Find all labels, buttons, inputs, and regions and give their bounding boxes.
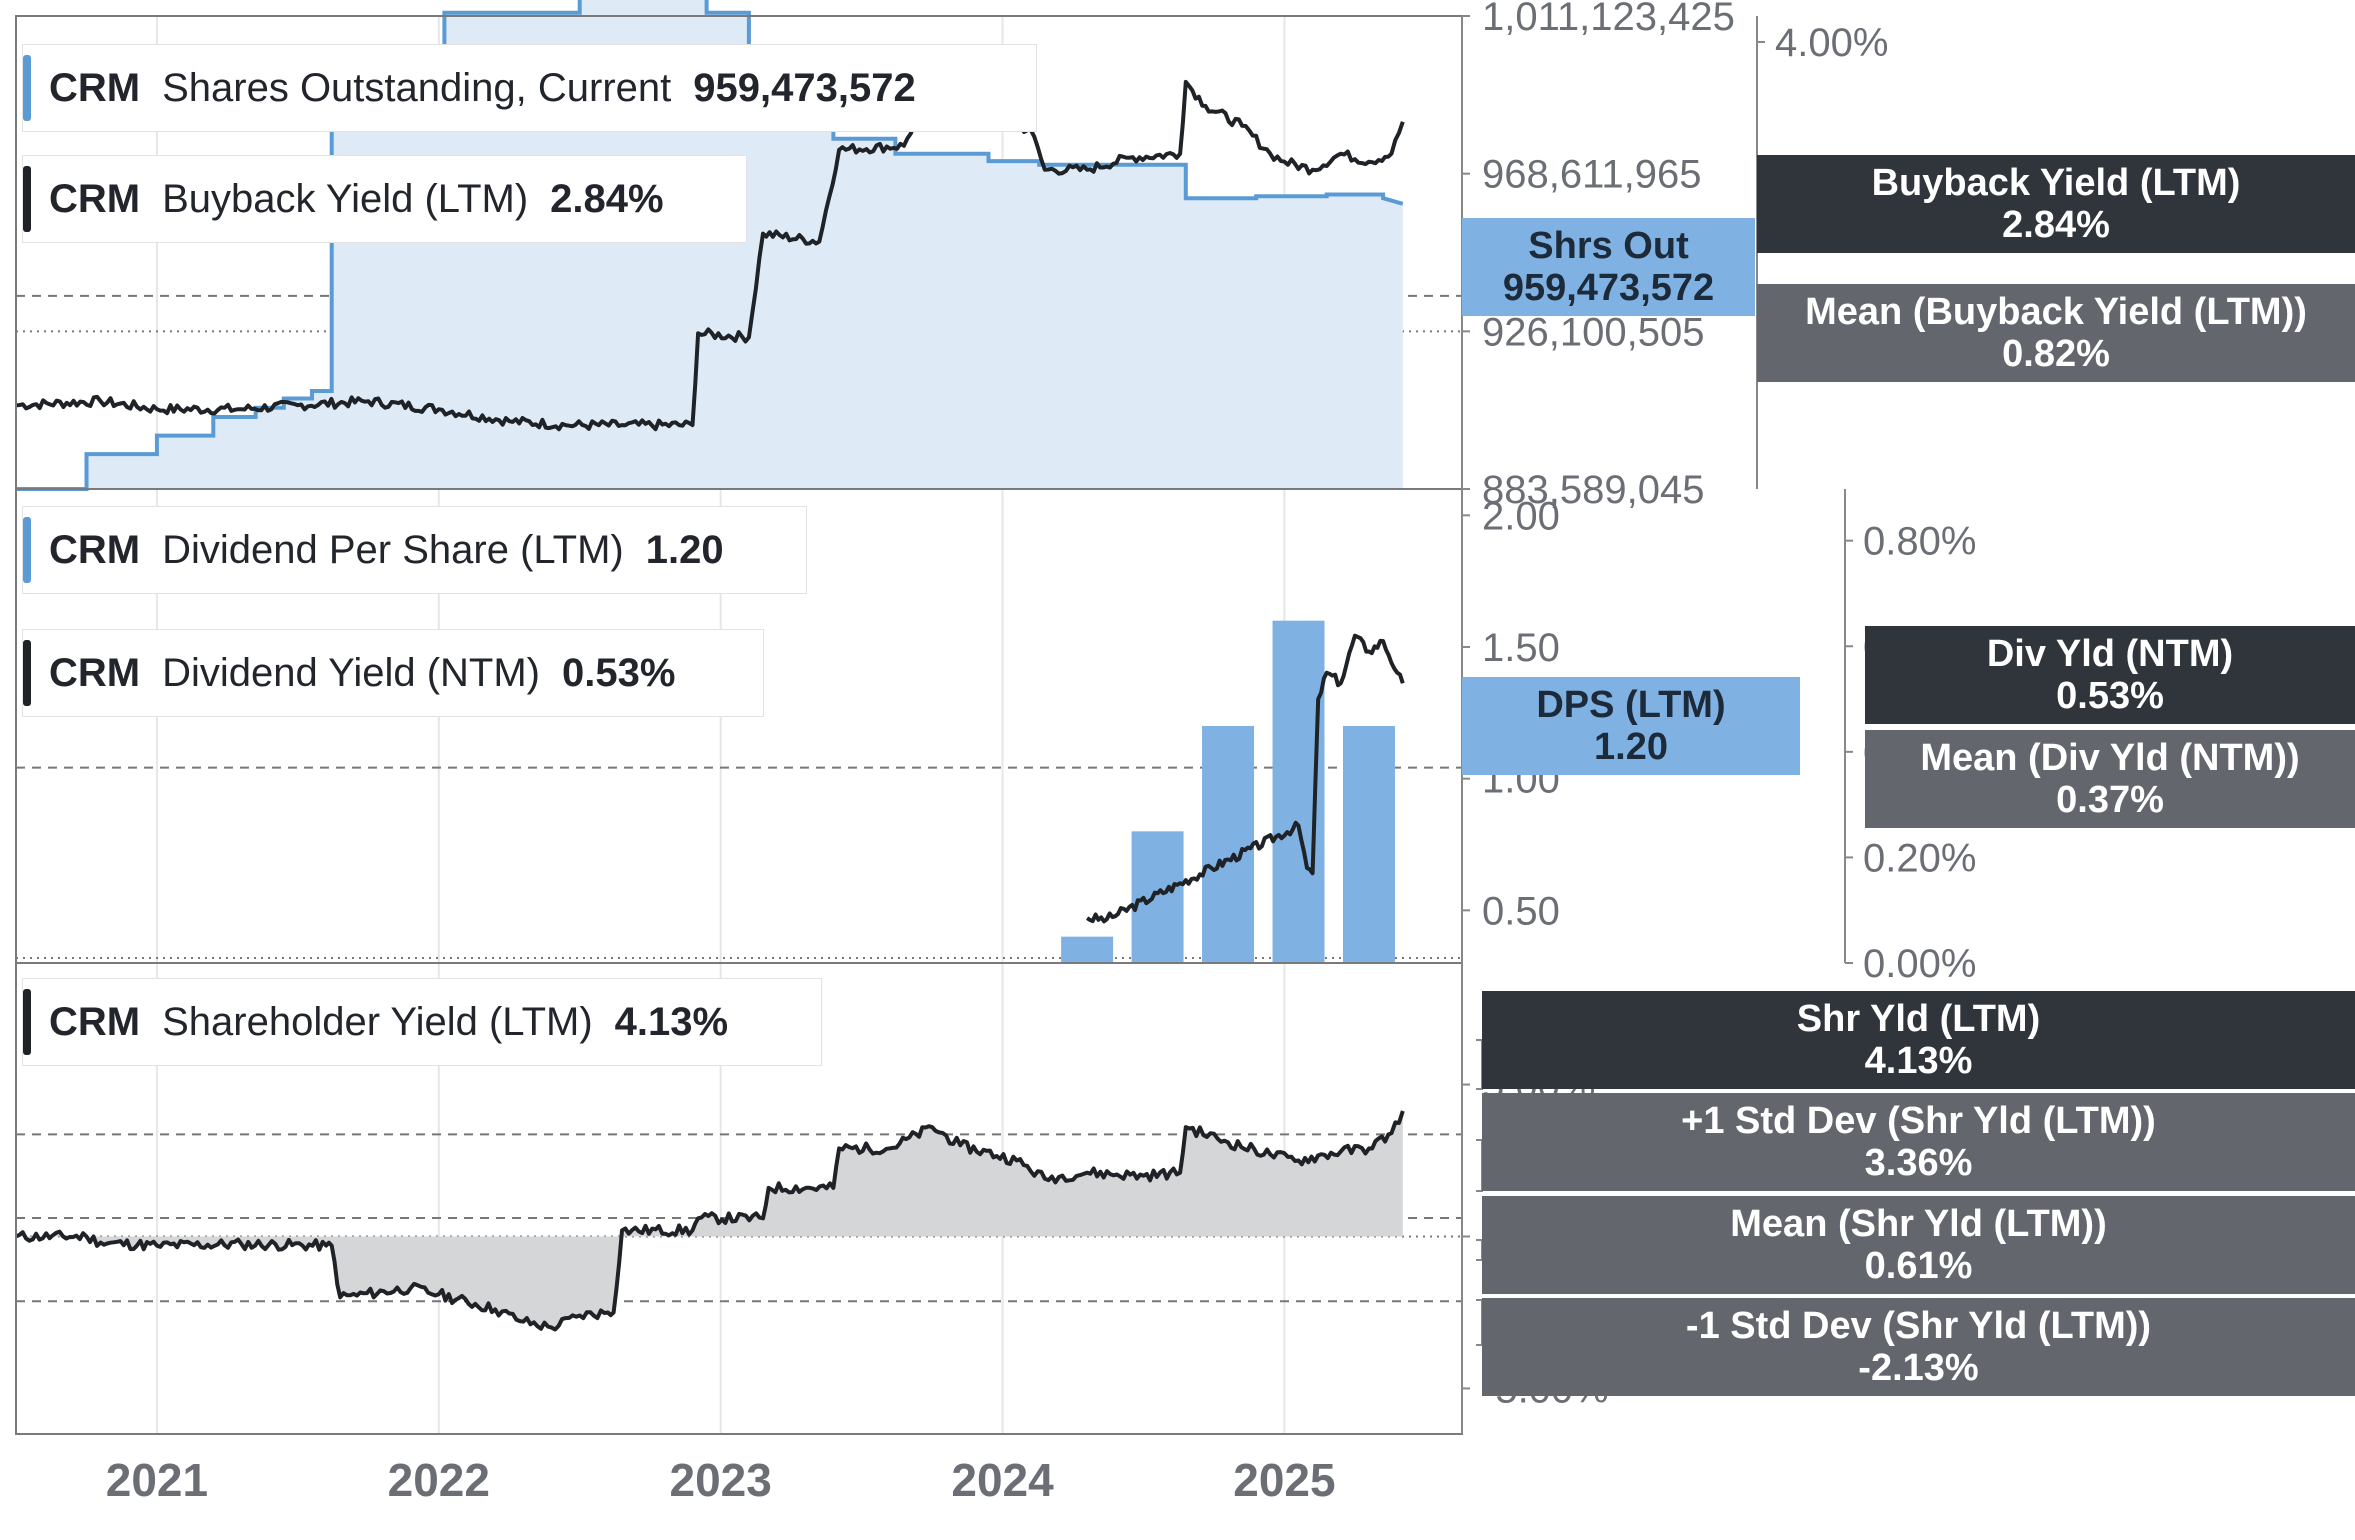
legend-ticker: CRM <box>49 650 141 695</box>
legend-ticker: CRM <box>49 999 141 1044</box>
box-title: Mean (Shr Yld (LTM)) <box>1730 1203 2107 1245</box>
box-value: 1.20 <box>1594 726 1668 768</box>
dps-bar <box>1061 936 1114 963</box>
box-value: 0.37% <box>2056 779 2164 821</box>
box-value: 0.61% <box>1864 1245 1973 1287</box>
dps-box: DPS (LTM) 1.20 <box>1462 677 1800 775</box>
legend-swatch <box>23 517 31 583</box>
left-tick-label: 883,589,045 <box>1482 468 1704 512</box>
box-title: DPS (LTM) <box>1536 684 1726 726</box>
buyback-line <box>15 79 1405 432</box>
legend-metric: Dividend Per Share (LTM) <box>162 527 624 572</box>
box-value: 2.84% <box>2002 204 2110 246</box>
legend-metric: Dividend Yield (NTM) <box>162 650 540 695</box>
left-tick-label: 968,611,965 <box>1482 153 1701 197</box>
box-title: Mean (Div Yld (NTM)) <box>1920 737 2300 779</box>
legend-dividend-yield: CRM Dividend Yield (NTM) 0.53% <box>22 629 764 717</box>
x-tick-label: 2025 <box>1233 1454 1335 1506</box>
left-tick-label: 2.00 <box>1482 494 1560 538</box>
shares-line <box>16 0 1404 491</box>
legend-swatch <box>23 989 31 1055</box>
right-tick-label: 4.00% <box>1775 21 1888 65</box>
box-title: +1 Std Dev (Shr Yld (LTM)) <box>1681 1100 2156 1142</box>
shr-yield-box: Shr Yld (LTM) 4.13% <box>1482 991 2355 1089</box>
box-value: -2.13% <box>1858 1347 1979 1389</box>
shr-minus-std-box: -1 Std Dev (Shr Yld (LTM)) -2.13% <box>1482 1298 2355 1396</box>
left-tick-label: 1.50 <box>1482 626 1560 670</box>
legend-value: 0.53% <box>561 650 676 695</box>
legend-shareholder-yield: CRM Shareholder Yield (LTM) 4.13% <box>22 978 822 1066</box>
left-tick-label: 0.50 <box>1482 889 1560 933</box>
buyback-mean-box: Mean (Buyback Yield (LTM)) 0.82% <box>1757 284 2355 382</box>
legend-dividend-per-share: CRM Dividend Per Share (LTM) 1.20 <box>22 506 807 594</box>
buyback-yield-box: Buyback Yield (LTM) 2.84% <box>1757 155 2355 253</box>
x-tick-label: 2022 <box>388 1454 490 1506</box>
legend-swatch <box>23 166 31 232</box>
shr-mean-box: Mean (Shr Yld (LTM)) 0.61% <box>1482 1196 2355 1294</box>
dps-bar <box>1202 726 1255 963</box>
div-mean-box: Mean (Div Yld (NTM)) 0.37% <box>1865 730 2355 828</box>
legend-ticker: CRM <box>49 176 141 221</box>
x-tick-label: 2023 <box>670 1454 772 1506</box>
left-tick-label: 926,100,505 <box>1482 310 1704 354</box>
box-value: 0.53% <box>2056 675 2164 717</box>
shrs-out-box: Shrs Out 959,473,572 <box>1462 218 1755 316</box>
legend-metric: Shareholder Yield (LTM) <box>162 999 593 1044</box>
box-value: 4.13% <box>1864 1040 1973 1082</box>
box-title: Shr Yld (LTM) <box>1796 998 2041 1040</box>
box-value: 959,473,572 <box>1502 267 1715 309</box>
dps-bar <box>1342 726 1395 963</box>
shr-plus-std-box: +1 Std Dev (Shr Yld (LTM)) 3.36% <box>1482 1093 2355 1191</box>
box-title: Buyback Yield (LTM) <box>1871 162 2241 204</box>
legend-value: 1.20 <box>645 527 724 572</box>
box-title: Div Yld (NTM) <box>1986 633 2234 675</box>
legend-ticker: CRM <box>49 65 141 110</box>
legend-ticker: CRM <box>49 527 141 572</box>
box-value: 3.36% <box>1864 1142 1973 1184</box>
x-tick-label: 2021 <box>106 1454 208 1506</box>
legend-metric: Buyback Yield (LTM) <box>162 176 529 221</box>
div-yield-line <box>1086 633 1405 924</box>
right-tick-label: 0.80% <box>1863 520 1976 564</box>
box-title: Shrs Out <box>1528 225 1689 267</box>
shr-area <box>16 1111 1403 1330</box>
legend-metric: Shares Outstanding, Current <box>162 65 672 110</box>
legend-value: 959,473,572 <box>693 65 916 110</box>
right-tick-label: 0.20% <box>1863 836 1976 880</box>
dps-bar <box>1131 831 1184 963</box>
box-value: 0.82% <box>2002 333 2110 375</box>
x-tick-label: 2024 <box>951 1454 1054 1506</box>
legend-value: 4.13% <box>614 999 729 1044</box>
legend-swatch <box>23 55 31 121</box>
legend-swatch <box>23 640 31 706</box>
box-title: -1 Std Dev (Shr Yld (LTM)) <box>1685 1305 2152 1347</box>
legend-buyback-yield: CRM Buyback Yield (LTM) 2.84% <box>22 155 747 243</box>
right-tick-label: 0.00% <box>1863 942 1976 986</box>
box-title: Mean (Buyback Yield (LTM)) <box>1805 291 2307 333</box>
left-tick-label: 1,011,123,425 <box>1482 0 1735 39</box>
div-yield-box: Div Yld (NTM) 0.53% <box>1865 626 2355 724</box>
legend-value: 2.84% <box>550 176 664 221</box>
shr-line <box>15 1110 1405 1332</box>
legend-shares-outstanding: CRM Shares Outstanding, Current 959,473,… <box>22 44 1037 132</box>
